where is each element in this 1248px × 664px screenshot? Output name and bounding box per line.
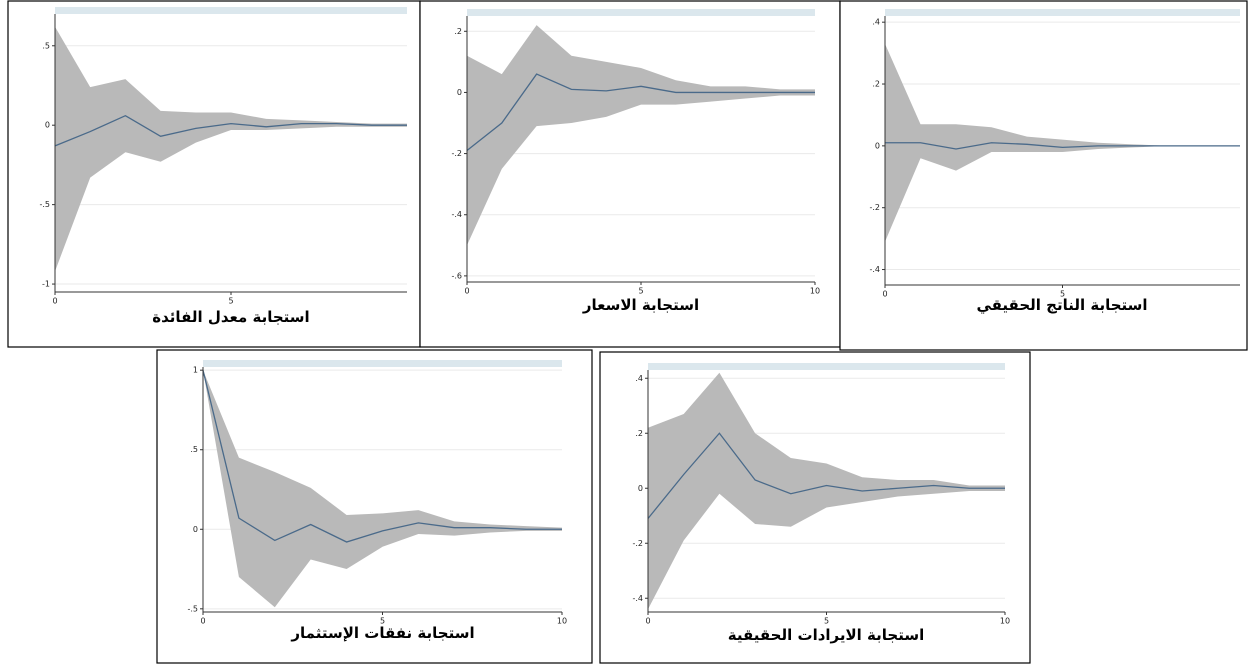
plot-top-strip — [467, 9, 815, 16]
y-tick-label: 0 — [638, 484, 643, 493]
irf-line — [466, 73, 815, 152]
y-tick-label: .2 — [635, 429, 643, 438]
y-tick-label: 0 — [875, 141, 880, 150]
y-tick-label: .4 — [635, 374, 643, 383]
x-tick-label: 0 — [882, 290, 887, 299]
x-tick-label: 5 — [1060, 290, 1065, 299]
y-tick-label: -.4 — [632, 594, 643, 603]
plot-top-strip — [648, 363, 1005, 370]
y-tick-label: 0 — [193, 525, 198, 534]
x-tick-label: 5 — [638, 287, 643, 296]
x-tick-label: 0 — [464, 287, 469, 296]
y-tick-label: .5 — [42, 41, 50, 50]
caption: استجابة معدل الفائدة — [152, 308, 309, 326]
plot-top-strip — [55, 7, 407, 14]
caption: استجابة الناتج الحقيقي — [976, 296, 1147, 314]
x-tick-label: 0 — [52, 297, 57, 306]
x-tick-label: 10 — [810, 287, 820, 296]
plot-top-strip — [885, 9, 1240, 16]
x-tick-label: 5 — [228, 297, 233, 306]
plot-top-strip — [203, 360, 562, 367]
confidence-band — [885, 43, 1240, 242]
y-tick-label: 0 — [45, 121, 50, 130]
confidence-band — [203, 370, 562, 608]
y-tick-label: .2 — [872, 80, 880, 89]
y-tick-label: -1 — [42, 280, 50, 289]
y-tick-label: -.2 — [632, 539, 643, 548]
y-tick-label: 1 — [193, 366, 198, 375]
y-tick-label: -.2 — [869, 203, 880, 212]
irf-line — [885, 142, 1240, 150]
x-tick-label: 5 — [380, 617, 385, 626]
y-tick-label: .5 — [190, 445, 198, 454]
confidence-band — [467, 25, 815, 246]
caption: استجابة نفقات الإستثمار — [290, 624, 474, 642]
y-tick-label: .2 — [454, 27, 462, 36]
irf-line — [647, 432, 1005, 519]
caption: استجابة الايرادات الحقيقية — [728, 626, 924, 644]
y-tick-label: 0 — [457, 88, 462, 97]
x-tick-label: 10 — [557, 617, 567, 626]
x-tick-label: 0 — [645, 617, 650, 626]
confidence-band — [55, 26, 407, 272]
irf-line — [202, 370, 562, 543]
y-tick-label: -.5 — [39, 200, 50, 209]
y-tick-label: -.4 — [869, 265, 880, 274]
y-tick-label: -.6 — [451, 271, 462, 280]
x-tick-label: 0 — [200, 617, 205, 626]
x-tick-label: 10 — [1000, 617, 1010, 626]
y-tick-label: -.5 — [187, 604, 198, 613]
y-tick-label: -.2 — [451, 149, 462, 158]
confidence-band — [648, 372, 1005, 610]
x-tick-label: 5 — [824, 617, 829, 626]
irf-line — [54, 114, 407, 147]
y-tick-label: -.4 — [451, 210, 462, 219]
y-tick-label: .4 — [872, 18, 880, 27]
caption: استجابة الاسعار — [582, 296, 699, 314]
